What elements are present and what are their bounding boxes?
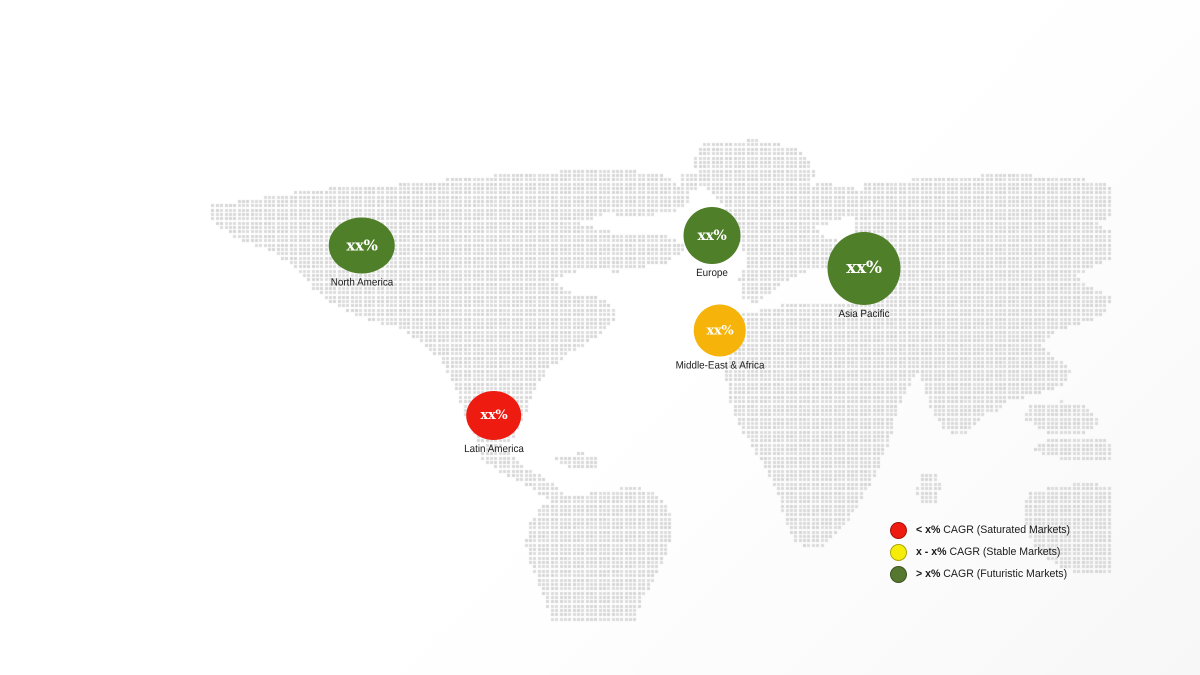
legend-desc-saturated: CAGR (Saturated Markets) bbox=[940, 524, 1071, 536]
legend-dot-stable-icon bbox=[890, 543, 907, 561]
bubble-value-middle-east-africa: xx% bbox=[706, 323, 734, 338]
bubble-circle-asia-pacific: xx% bbox=[827, 232, 901, 305]
legend-dot-saturated-icon bbox=[890, 521, 907, 539]
legend-text-saturated: < x% CAGR (Saturated Markets) bbox=[916, 524, 1070, 536]
legend-text-futuristic: > x% CAGR (Futuristic Markets) bbox=[916, 568, 1067, 580]
region-label-asia-pacific: Asia Pacific bbox=[838, 308, 890, 320]
region-bubble-asia-pacific[interactable]: xx% Asia Pacific bbox=[827, 232, 901, 320]
region-label-north-america: North America bbox=[330, 276, 394, 289]
bubble-value-north-america: xx% bbox=[346, 236, 378, 254]
legend-range-stable: x - x% bbox=[916, 546, 947, 558]
bubble-value-europe: xx% bbox=[697, 227, 727, 244]
bubble-circle-europe: xx% bbox=[683, 207, 741, 264]
region-label-latin-america: Latin America bbox=[464, 443, 524, 455]
legend-range-futuristic: > x% bbox=[916, 568, 941, 580]
legend-desc-futuristic: CAGR (Futuristic Markets) bbox=[940, 568, 1068, 580]
legend-text-stable: x - x% CAGR (Stable Markets) bbox=[916, 546, 1060, 558]
region-bubble-latin-america[interactable]: xx% Latin America bbox=[462, 391, 526, 455]
region-label-europe: Europe bbox=[696, 267, 728, 279]
legend-desc-stable: CAGR (Stable Markets) bbox=[946, 546, 1061, 558]
region-bubble-middle-east-africa[interactable]: xx% Middle-East & Africa bbox=[673, 304, 768, 372]
legend: < x% CAGR (Saturated Markets) x - x% CAGR… bbox=[890, 519, 1076, 585]
region-bubble-europe[interactable]: xx% Europe bbox=[683, 207, 741, 279]
legend-item-futuristic[interactable]: > x% CAGR (Futuristic Markets) bbox=[890, 563, 1076, 585]
bubble-value-asia-pacific: xx% bbox=[846, 258, 882, 278]
legend-dot-futuristic-icon bbox=[890, 565, 907, 583]
region-label-middle-east-africa: Middle-East & Africa bbox=[675, 359, 765, 372]
bubble-circle-latin-america: xx% bbox=[466, 391, 522, 440]
legend-item-stable[interactable]: x - x% CAGR (Stable Markets) bbox=[890, 541, 1076, 563]
bubble-circle-north-america: xx% bbox=[329, 217, 395, 274]
legend-range-saturated: < x% bbox=[916, 524, 941, 536]
legend-item-saturated[interactable]: < x% CAGR (Saturated Markets) bbox=[890, 519, 1076, 541]
bubble-value-latin-america: xx% bbox=[480, 408, 508, 423]
bubble-circle-middle-east-africa: xx% bbox=[693, 304, 746, 357]
region-bubble-north-america[interactable]: xx% North America bbox=[329, 217, 396, 289]
